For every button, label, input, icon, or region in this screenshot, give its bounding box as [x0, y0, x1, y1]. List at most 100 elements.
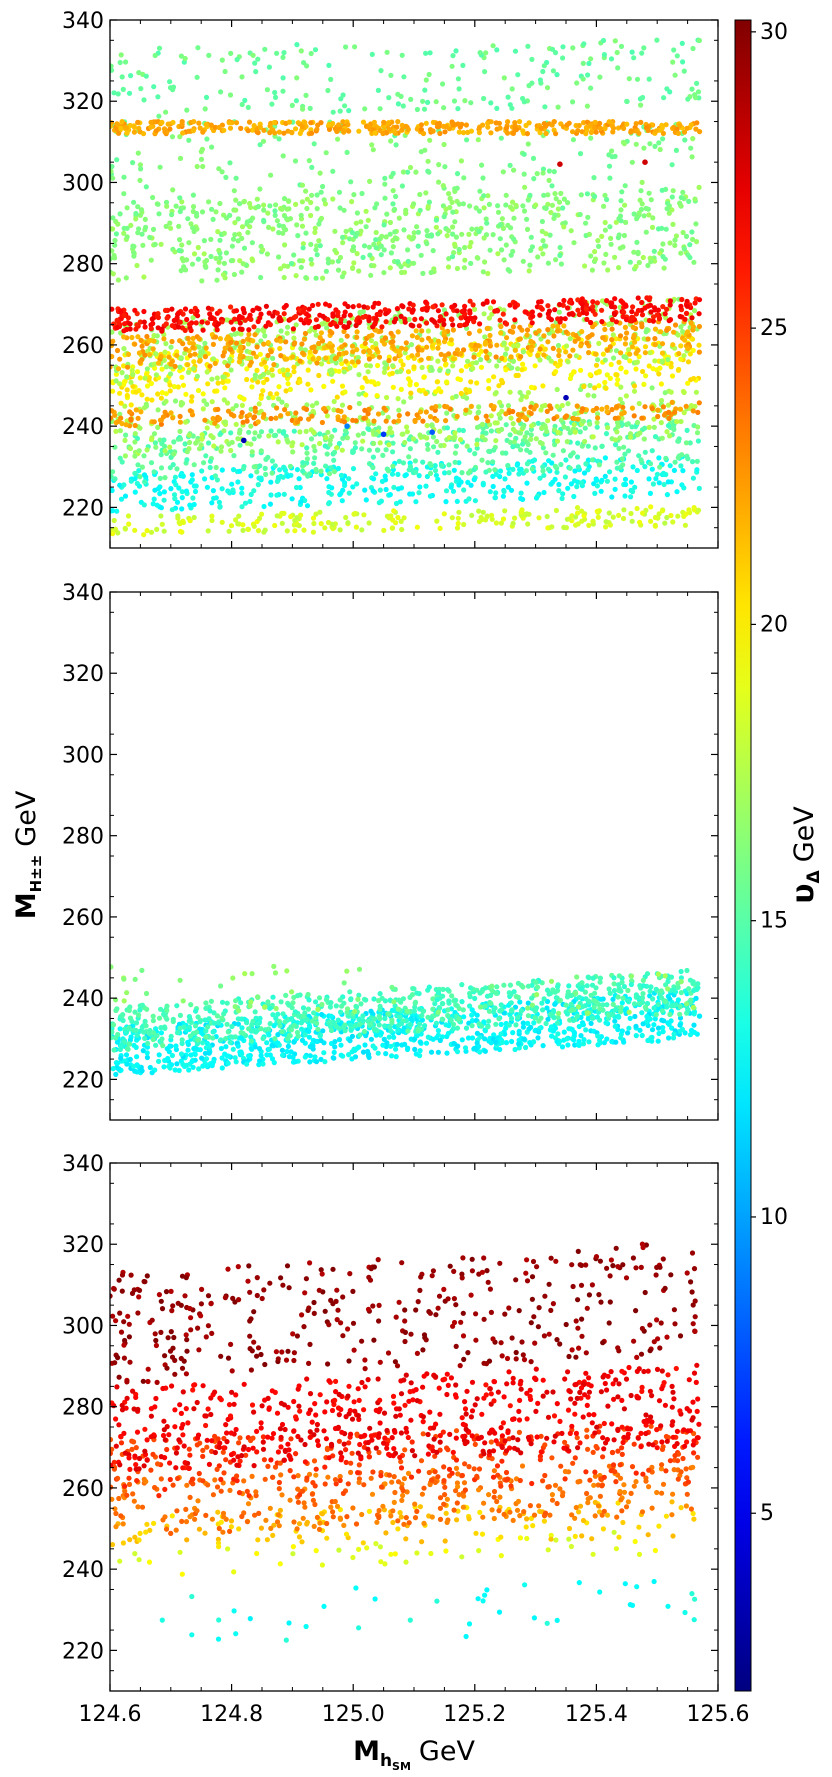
scatter-point [468, 379, 474, 385]
scatter-point [387, 425, 393, 431]
scatter-point [487, 247, 493, 253]
scatter-point [659, 125, 665, 131]
scatter-point [610, 332, 616, 338]
scatter-point [310, 529, 316, 535]
scatter-point [334, 394, 340, 400]
scatter-point [641, 213, 647, 219]
scatter-point [555, 429, 561, 435]
scatter-point [525, 441, 531, 447]
scatter-point [578, 480, 585, 486]
scatter-point [572, 429, 578, 435]
scatter-point [213, 495, 219, 501]
scatter-point [567, 465, 573, 471]
scatter-point [683, 511, 689, 517]
scatter-point [609, 326, 615, 332]
scatter-point [308, 199, 314, 206]
scatter-point [275, 439, 281, 445]
scatter-point [246, 331, 252, 337]
scatter-point [215, 321, 222, 327]
scatter-point [660, 470, 667, 476]
scatter-point [678, 356, 684, 362]
scatter-point [646, 76, 652, 82]
y-tick-label: 340 [62, 9, 104, 34]
scatter-point [419, 337, 425, 343]
scatter-point [462, 98, 468, 104]
scatter-point [371, 418, 377, 424]
scatter-point [612, 38, 618, 44]
scatter-point [540, 468, 546, 474]
scatter-point [520, 441, 526, 447]
scatter-point [136, 350, 142, 356]
scatter-point [584, 191, 591, 197]
scatter-point [402, 439, 408, 446]
scatter-point [118, 308, 124, 314]
scatter-point [344, 149, 350, 155]
scatter-point [680, 229, 686, 236]
scatter-point [444, 425, 450, 431]
scatter-point [195, 45, 201, 51]
scatter-point [353, 322, 359, 329]
scatter-point [135, 462, 141, 468]
scatter-point [110, 415, 114, 421]
scatter-point [649, 406, 655, 412]
scatter-point [298, 212, 304, 218]
scatter-point [368, 338, 374, 344]
scatter-point [190, 225, 196, 231]
scatter-point [373, 229, 379, 236]
scatter-point [527, 449, 533, 455]
scatter-point [359, 527, 365, 533]
scatter-point [544, 428, 550, 435]
scatter-point [504, 130, 511, 136]
scatter-point [233, 421, 239, 427]
scatter-point [613, 372, 619, 378]
scatter-point [556, 347, 562, 353]
scatter-point [212, 334, 219, 340]
scatter-point [171, 384, 177, 390]
scatter-point [510, 466, 516, 472]
scatter-point [297, 416, 303, 422]
scatter-point [559, 495, 565, 502]
scatter-point [222, 68, 228, 75]
scatter-point [434, 417, 440, 423]
scatter-point [188, 398, 195, 404]
scatter-point [627, 1015, 633, 1022]
scatter-point [676, 453, 682, 459]
scatter-point [463, 407, 469, 413]
scatter-point [424, 241, 430, 247]
scatter-point [286, 119, 292, 125]
scatter-point [694, 458, 700, 464]
scatter-point [194, 74, 200, 80]
scatter-point [150, 320, 156, 327]
scatter-point [205, 381, 211, 387]
scatter-point [500, 311, 506, 317]
scatter-point [312, 448, 318, 454]
scatter-point [604, 1036, 610, 1042]
scatter-point [611, 355, 617, 361]
scatter-point [196, 120, 202, 126]
scatter-point [269, 458, 275, 464]
scatter-point [197, 125, 203, 131]
scatter-point [337, 108, 343, 114]
scatter-point [123, 275, 129, 281]
scatter-point [155, 311, 161, 317]
scatter-point [265, 340, 271, 346]
scatter-point [130, 243, 136, 249]
scatter-point [663, 455, 669, 461]
scatter-point [110, 271, 116, 277]
scatter-point [383, 362, 389, 368]
scatter-point [188, 221, 194, 227]
scatter-point [317, 440, 323, 447]
scatter-point [684, 125, 690, 131]
scatter-point [580, 76, 586, 82]
scatter-point [227, 356, 233, 362]
scatter-point [259, 511, 265, 517]
scatter-point [581, 470, 588, 476]
scatter-point [280, 230, 286, 236]
scatter-point [608, 303, 615, 310]
scatter-point [345, 324, 351, 330]
scatter-point [450, 53, 456, 59]
scatter-point [676, 351, 682, 357]
scatter-point [293, 273, 299, 279]
scatter-point [115, 366, 122, 372]
scatter-point [512, 304, 518, 310]
